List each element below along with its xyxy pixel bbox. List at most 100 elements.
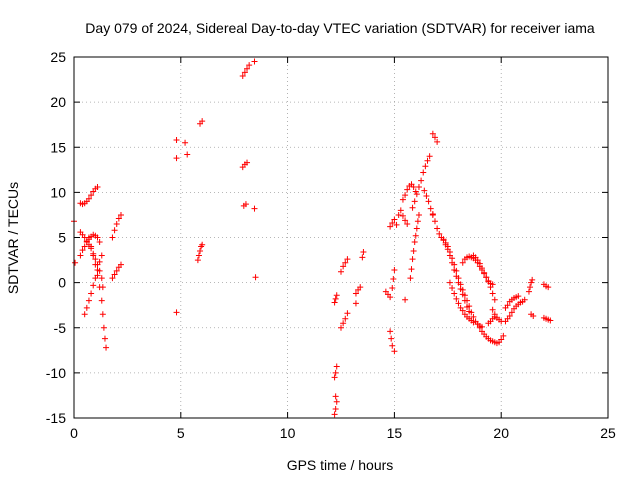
data-point [101,335,108,342]
data-point [389,342,396,349]
data-point [412,232,419,239]
data-point [444,243,451,250]
series-arc-c3 [240,201,258,212]
data-point [429,130,436,137]
data-point [474,321,481,328]
series-arc-d5 [352,284,364,307]
data-point [466,303,473,310]
data-point [455,275,462,282]
series-arc-f8 [485,313,498,327]
data-point [481,269,488,276]
series-arc-a7 [109,261,124,282]
data-point [333,363,340,370]
tick-labels: 0 5 10 15 20 25 -15 -10 -5 0 5 10 15 20 25 [46,49,616,441]
y-tick-label: 25 [50,49,66,65]
data-point [413,191,420,198]
data-point [99,311,106,318]
data-point [459,259,466,266]
data-point [357,284,364,291]
plot-frame [73,56,609,419]
data-point [498,336,505,343]
data-point [85,234,92,241]
x-axis-label: GPS time / hours [287,457,394,473]
data-point [333,398,340,405]
series-arc-e1 [382,266,398,301]
series-arc-a2 [77,229,106,291]
data-point [92,256,99,263]
data-point [251,58,258,65]
data-point [331,374,338,381]
data-point [90,282,97,289]
data-point [530,313,537,320]
data-point [388,335,395,342]
data-point [117,211,124,218]
data-point [483,274,490,281]
data-point [359,254,366,261]
data-point [88,243,95,250]
data-point [242,201,249,208]
series-arc-g3 [525,276,537,320]
data-point [442,239,449,246]
data-point [421,187,428,194]
data-point [409,204,416,211]
data-point [489,281,496,288]
data-point [79,247,86,254]
data-point [424,157,431,164]
data-point [391,266,398,273]
data-point [352,290,359,297]
data-point [457,281,464,288]
data-point [478,265,485,272]
series-arc-b1 [173,137,191,162]
series-arc-d3 [338,310,351,331]
data-point [397,207,404,214]
data-point [389,220,396,227]
data-point [425,198,432,205]
data-point [426,153,433,160]
data-point [399,212,406,219]
y-tick-label: 0 [58,275,66,291]
data-point [344,310,351,317]
series-arc-f1 [429,211,473,315]
data-point [92,261,99,268]
data-point [197,248,204,255]
data-point [410,248,417,255]
series-arc-c2 [239,159,251,171]
data-point [77,252,84,259]
series-arc-e3 [387,207,411,230]
data-point [440,236,447,243]
data-point [414,218,421,225]
data-point [332,369,339,376]
series-arc-e8 [421,187,436,218]
data-point [94,266,101,273]
data-point [508,309,515,316]
series-t0 [71,218,79,266]
y-tick-label: -5 [54,320,67,336]
series-arc-d2 [331,292,340,306]
y-tick-label: 5 [58,230,66,246]
data-point [453,295,460,302]
data-point [411,239,418,246]
data-point [94,272,101,279]
data-point [252,274,259,281]
data-point [418,177,425,184]
data-point [352,300,359,307]
data-point [117,261,124,268]
data-point [344,256,351,263]
series-arc-g1 [502,296,528,325]
x-tick-label: 10 [280,425,296,441]
data-point [173,137,180,144]
data-point [449,255,456,262]
series-arc-b2 [173,309,180,316]
data-point [244,159,251,166]
data-point [96,258,103,265]
data-point [434,225,441,232]
data-point [338,324,344,331]
data-point [390,276,397,283]
data-point [113,267,120,274]
chart-title: Day 079 of 2024, Sidereal Day-to-day VTE… [85,20,595,36]
series-arc-f5 [470,252,496,288]
data-point [423,192,430,199]
series-arc-b4 [194,241,206,264]
series-arc-b3 [197,118,206,127]
data-point [547,317,554,324]
